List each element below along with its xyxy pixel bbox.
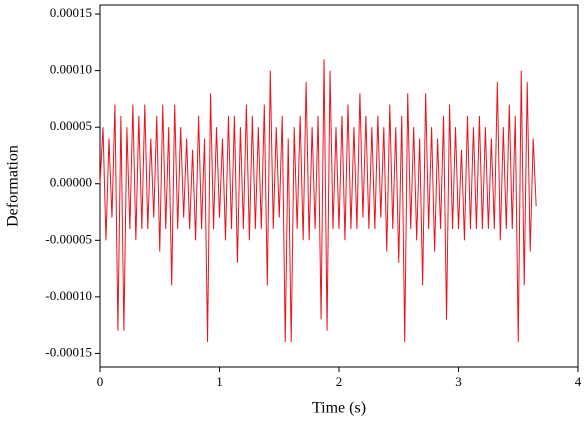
x-tick-label: 1 (216, 374, 223, 389)
y-axis-label: Deformation (5, 145, 22, 227)
y-tick-label: -0.00015 (45, 344, 92, 359)
data-line (99, 59, 537, 343)
x-axis-label: Time (s) (312, 400, 366, 417)
y-tick-label: -0.00005 (45, 231, 92, 246)
y-tick-label: -0.00010 (45, 288, 92, 303)
x-tick-label: 0 (97, 374, 104, 389)
x-tick-label: 2 (336, 374, 343, 389)
y-tick-label: 0.00005 (50, 118, 92, 133)
y-tick-label: 0.00010 (50, 62, 92, 77)
y-tick-label: 0.00015 (50, 5, 92, 20)
x-tick-label: 4 (575, 374, 582, 389)
x-tick-label: 3 (455, 374, 462, 389)
plot-frame (99, 4, 579, 368)
y-tick-label: 0.00000 (50, 175, 92, 190)
